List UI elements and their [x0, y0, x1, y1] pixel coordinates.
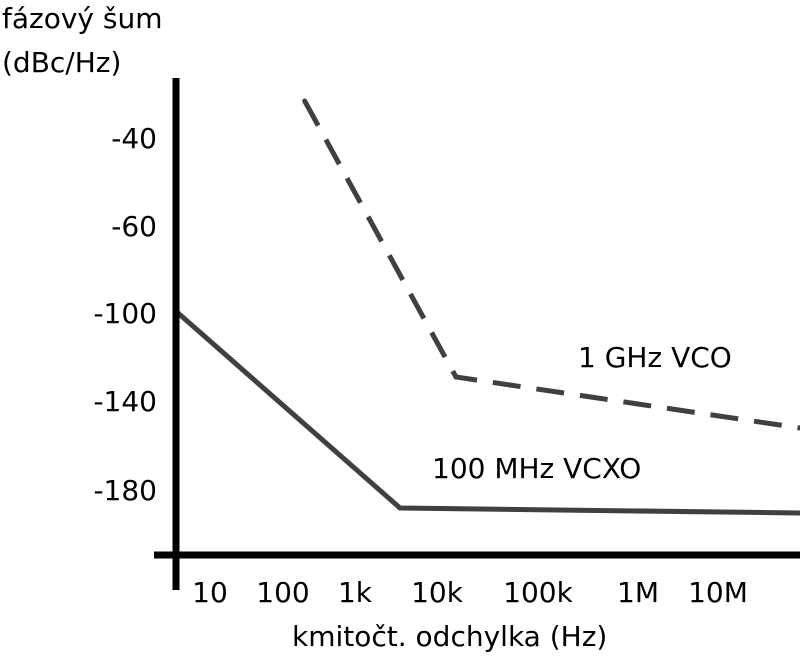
y-tick-label: -60	[111, 210, 157, 243]
x-tick-label: 100k	[503, 576, 573, 609]
series-point	[397, 505, 403, 511]
y-tick-label: -140	[93, 385, 157, 418]
y-tick-label: -180	[93, 474, 157, 507]
x-tick-label: 1M	[617, 576, 659, 609]
y-tick-labels: -40 -60 -100 -140 -180	[93, 122, 157, 507]
x-axis-title: kmitočt. odchylka (Hz)	[292, 620, 607, 653]
y-tick-label: -100	[93, 297, 157, 330]
y-axis-title-line1: fázový šum	[2, 2, 163, 35]
series-label-vco: 1 GHz VCO	[578, 341, 732, 374]
series-layer	[175, 98, 800, 516]
series-point	[797, 425, 800, 431]
series-line-vco	[302, 99, 800, 431]
series-point	[453, 374, 459, 380]
y-axis-title-line2: (dBc/Hz)	[2, 46, 121, 79]
x-tick-label: 10	[192, 576, 228, 609]
x-tick-label: 100	[256, 576, 309, 609]
series-point	[797, 510, 800, 516]
series-point	[302, 98, 308, 104]
x-tick-labels: 10 100 1k 10k 100k 1M 10M	[192, 576, 748, 609]
y-tick-label: -40	[111, 122, 157, 155]
x-tick-label: 10M	[688, 576, 748, 609]
x-tick-label: 1k	[338, 576, 373, 609]
x-tick-label: 10k	[411, 576, 464, 609]
series-label-vcxo: 100 MHz VCXO	[432, 452, 641, 485]
